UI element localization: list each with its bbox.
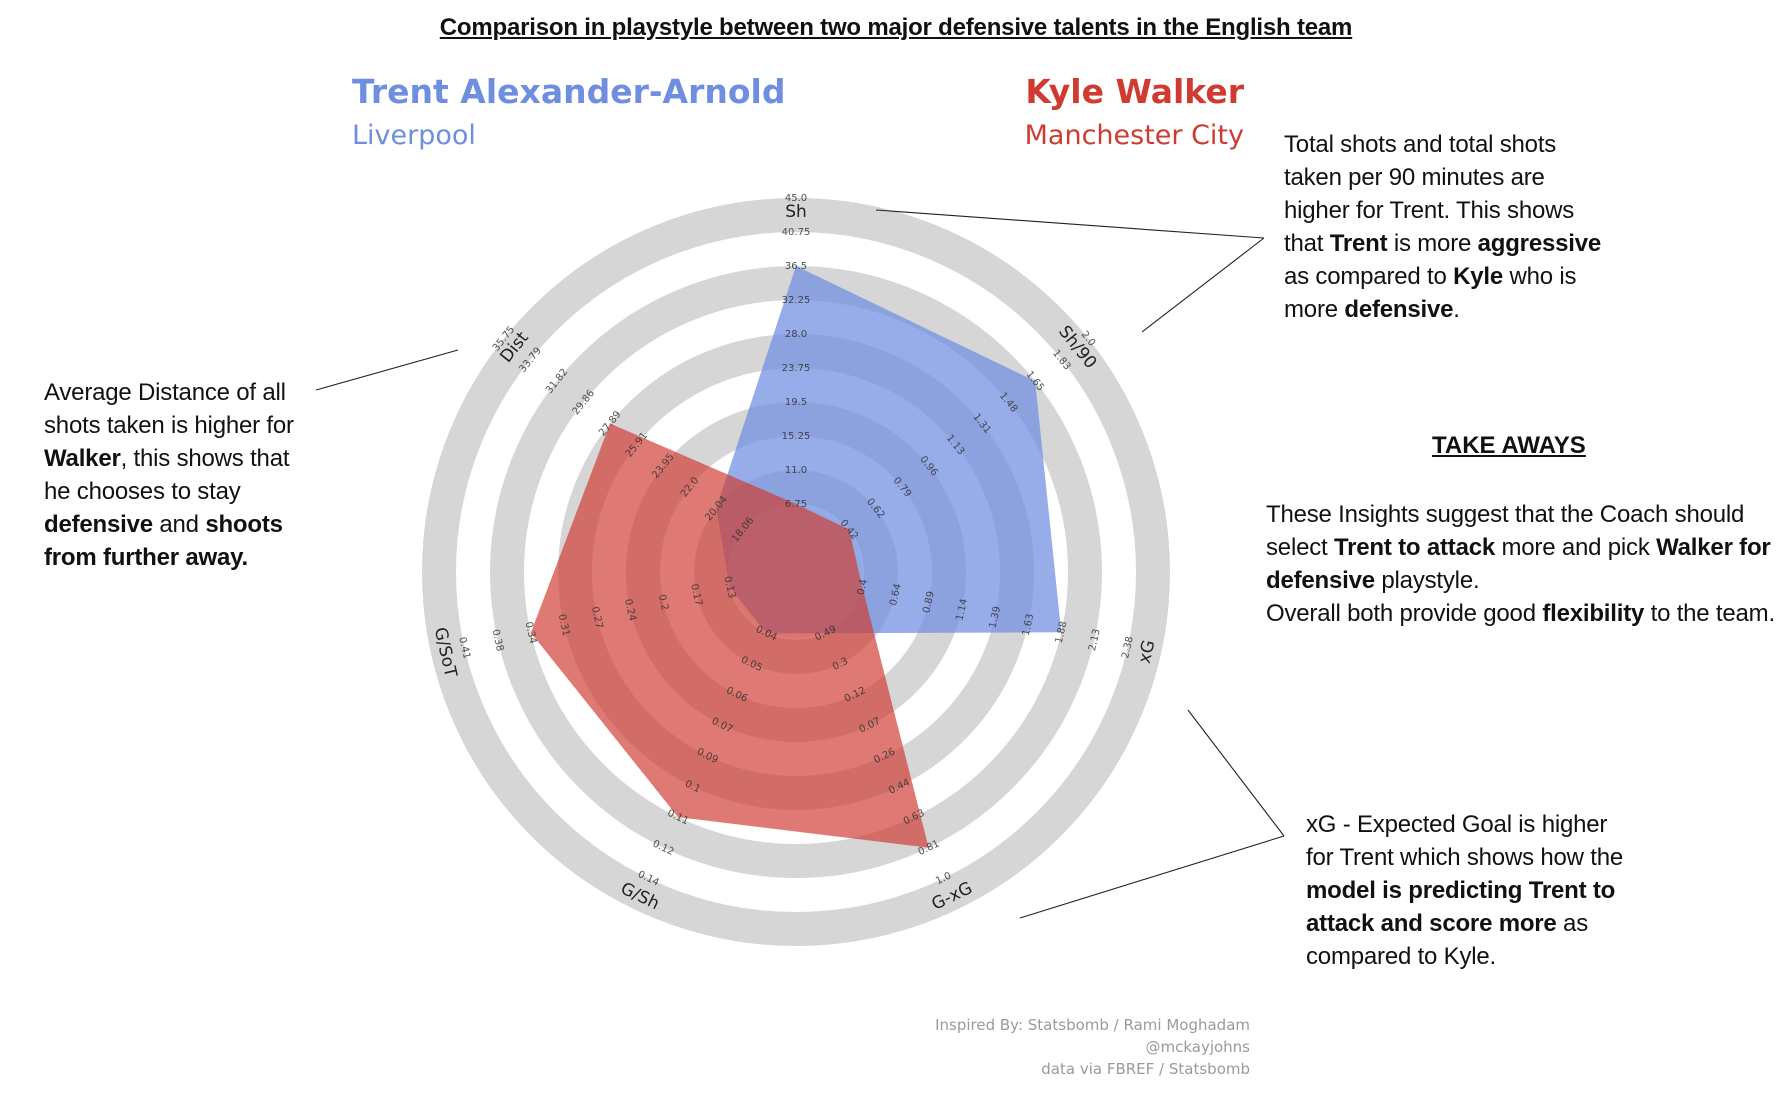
tick-label: 0.27 [589, 606, 605, 630]
tick-label: 1.88 [1054, 620, 1070, 644]
takeaways-heading: TAKE AWAYS [1432, 432, 1586, 459]
annotation-shots: Total shots and total shots taken per 90… [1284, 131, 1602, 323]
leader-line [1187, 709, 1285, 837]
chart-title: Comparison in playstyle between two majo… [439, 14, 1353, 41]
tick-label: 1.14 [954, 598, 970, 622]
credit-line: data via FBREF / Statsbomb [1041, 1060, 1250, 1078]
tick-label: 23.75 [782, 363, 811, 374]
leader-line [1141, 237, 1265, 333]
series-walker-area [530, 423, 929, 848]
tick-label: 0.64 [888, 583, 904, 607]
player-1-club: Liverpool [352, 120, 476, 151]
player-2-name: Kyle Walker [1025, 72, 1244, 111]
tick-label: 32.25 [782, 295, 811, 306]
tick-label: 40.75 [782, 227, 811, 238]
tick-label: 19.5 [785, 397, 807, 408]
tick-label: 36.5 [785, 261, 807, 272]
tick-label: 15.25 [782, 431, 811, 442]
tick-label: 11.0 [785, 465, 807, 476]
credit-line: @mckayjohns [1145, 1038, 1250, 1056]
annotation-xg: xG - Expected Goal is higher for Trent w… [1306, 811, 1624, 970]
tick-label: 0.89 [921, 590, 937, 614]
tick-label: 0.38 [489, 628, 505, 652]
credit-line: Inspired By: Statsbomb / Rami Moghadam [935, 1016, 1250, 1034]
takeaways-text: These Insights suggest that the Coach sh… [1266, 501, 1775, 627]
tick-label: 0.41 [456, 636, 472, 660]
leader-line [875, 209, 1265, 239]
tick-label: 0.24 [622, 598, 638, 622]
leader-line [315, 349, 459, 391]
player-1-name: Trent Alexander-Arnold [352, 72, 786, 111]
tick-label: 1.63 [1021, 613, 1037, 637]
tick-label: 2.38 [1120, 635, 1136, 659]
tick-label: 1.39 [988, 605, 1004, 629]
tick-label: 6.75 [785, 499, 807, 510]
ring-band [422, 198, 1170, 946]
tick-label: 0.13 [721, 575, 737, 599]
annotation-distance: Average Distance of all shots taken is h… [44, 379, 294, 571]
credits: Inspired By: Statsbomb / Rami Moghadam @… [900, 1014, 1250, 1080]
tick-label: 0.34 [523, 621, 539, 645]
player-2-club: Manchester City [1024, 120, 1244, 151]
tick-label: 0.2 [656, 593, 670, 611]
tick-label: 0.4 [856, 578, 870, 596]
tick-label: 28.0 [785, 329, 807, 340]
axis-label: Sh [785, 202, 807, 222]
tick-label: 2.13 [1087, 628, 1103, 652]
tick-label: 0.31 [556, 613, 572, 637]
leader-line [1019, 835, 1285, 919]
tick-label: 45.0 [785, 193, 807, 204]
legend-panel [348, 64, 1268, 164]
tick-label: 0.17 [688, 583, 704, 607]
